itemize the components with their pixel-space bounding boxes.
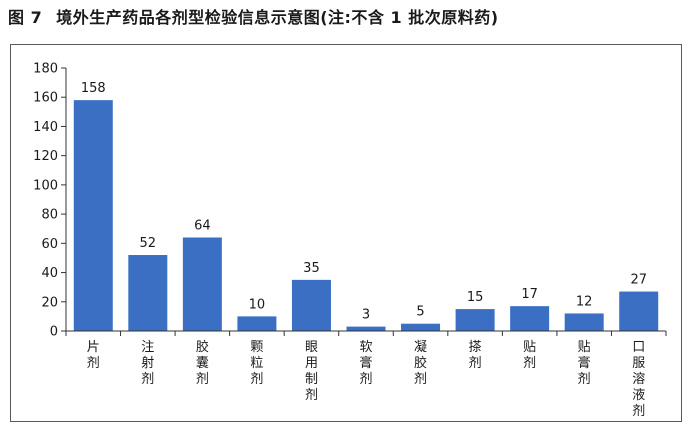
bar (182, 237, 222, 331)
bar (564, 313, 604, 331)
bar (619, 291, 659, 331)
bar-value-label: 17 (521, 287, 538, 302)
x-category-label-char: 剂 (196, 372, 209, 387)
x-category-label-char: 贴 (578, 340, 591, 355)
figure-number: 图 7 (8, 8, 43, 27)
bar (73, 100, 113, 332)
x-category-label-char: 粒 (250, 356, 263, 371)
x-category-label-char: 膏 (359, 355, 372, 371)
x-category-label-char: 颗 (250, 340, 263, 355)
x-category-label-char: 用 (305, 356, 318, 371)
x-category-label: 颗粒剂 (250, 340, 263, 387)
y-axis: 0 20 40 60 80 100 120 140 160 180 (33, 62, 67, 340)
bar (455, 309, 495, 331)
x-category-label: 注射剂 (141, 340, 154, 387)
x-category-label-char: 剂 (632, 404, 645, 419)
bar-value-label: 12 (576, 294, 593, 309)
x-category-label-char: 剂 (305, 388, 318, 403)
y-tick-label: 100 (33, 178, 58, 193)
x-category-label-char: 贴 (523, 340, 536, 355)
y-tick-label: 140 (33, 120, 58, 135)
x-category-label: 片剂 (87, 340, 100, 371)
x-category-label-char: 剂 (523, 356, 536, 371)
x-category-label-char: 剂 (414, 372, 427, 387)
bar-value-label: 158 (81, 81, 106, 96)
bar (401, 323, 441, 331)
bar-value-label: 15 (467, 290, 484, 305)
y-tick-label: 20 (41, 295, 58, 310)
x-category-label-char: 剂 (578, 372, 591, 387)
x-category-label: 搽剂 (469, 340, 482, 371)
bar-value-label: 10 (249, 297, 266, 312)
y-tick-label: 80 (41, 208, 58, 223)
bar-value-label: 5 (416, 305, 424, 320)
figure-caption: 图 7 境外生产药品各剂型检验信息示意图(注:不含 1 批次原料药) (8, 6, 499, 30)
x-category-label-char: 眼 (305, 340, 318, 355)
x-category-label-char: 服 (632, 356, 645, 371)
x-category-label-char: 搽 (469, 340, 482, 355)
x-category-label-char: 剂 (359, 372, 372, 387)
x-category-label-char: 注 (141, 340, 154, 355)
x-category-label-char: 软 (359, 340, 372, 355)
bar (291, 279, 331, 331)
x-category-label-char: 剂 (250, 372, 263, 387)
bar (237, 316, 277, 331)
x-category-label-char: 口 (632, 340, 645, 355)
y-tick-label: 180 (33, 62, 58, 77)
bar-value-label: 27 (630, 273, 647, 288)
figure-title: 境外生产药品各剂型检验信息示意图(注:不含 1 批次原料药) (56, 8, 499, 27)
x-category-label-char: 凝 (414, 339, 427, 355)
x-category-label-char: 囊 (196, 355, 209, 371)
bar-value-label: 3 (362, 308, 370, 323)
x-category-label-char: 射 (141, 355, 154, 371)
x-category-label: 贴膏剂 (578, 340, 591, 387)
bar-value-label: 35 (303, 261, 320, 276)
bar (510, 306, 550, 331)
x-category-label: 胶囊剂 (196, 339, 209, 387)
bar (128, 255, 168, 331)
x-category-label-char: 液 (632, 388, 645, 403)
y-tick-label: 160 (33, 91, 58, 106)
x-category-label-char: 制 (305, 372, 318, 387)
y-tick-label: 60 (41, 237, 58, 252)
x-category-label-char: 胶 (196, 339, 209, 355)
x-category-label-char: 片 (87, 340, 100, 355)
x-category-label: 凝胶剂 (414, 339, 427, 387)
x-category-label-char: 剂 (469, 356, 482, 371)
bar-value-label: 64 (194, 218, 211, 233)
x-category-label-char: 剂 (141, 372, 154, 387)
bar (346, 326, 386, 331)
x-category-label-char: 膏 (578, 355, 591, 371)
x-category-label: 贴剂 (523, 340, 536, 371)
y-tick-label: 0 (50, 325, 58, 340)
chart-frame (10, 44, 682, 422)
x-category-label: 软膏剂 (359, 340, 372, 387)
x-category-label-char: 溶 (632, 372, 645, 387)
bar-value-label: 52 (140, 236, 157, 251)
y-tick-label: 40 (41, 266, 58, 281)
x-category-label-char: 剂 (87, 356, 100, 371)
x-category-label-char: 胶 (414, 355, 427, 371)
y-tick-label: 120 (33, 149, 58, 164)
